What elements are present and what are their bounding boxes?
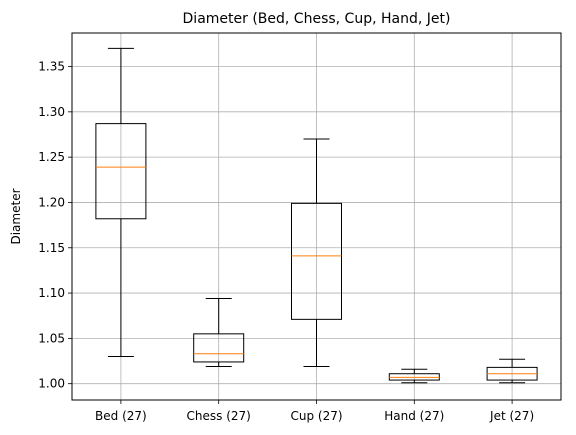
x-tick-label: Bed (27) bbox=[95, 409, 147, 423]
y-tick-label: 1.15 bbox=[38, 241, 65, 255]
x-axis: Bed (27) Chess (27) Cup (27) Hand (27) Jet (… bbox=[95, 400, 534, 423]
x-tick-label: Chess (27) bbox=[187, 409, 251, 423]
y-tick-label: 1.25 bbox=[38, 150, 65, 164]
boxes bbox=[95, 47, 538, 384]
y-tick-label: 1.35 bbox=[38, 60, 65, 74]
chart-title: Diameter (Bed, Chess, Cup, Hand, Jet) bbox=[183, 11, 451, 27]
box-3 bbox=[388, 368, 440, 384]
y-tick-label: 1.20 bbox=[38, 195, 65, 209]
y-axis: 1.00 1.05 1.10 1.15 1.20 1.25 1.30 1.35 bbox=[38, 60, 72, 391]
box-4 bbox=[486, 358, 538, 384]
box-iqr bbox=[95, 123, 147, 220]
box-0 bbox=[95, 47, 147, 358]
box-2 bbox=[291, 138, 342, 367]
x-tick-label: Jet (27) bbox=[489, 409, 534, 423]
box-iqr bbox=[291, 202, 342, 320]
y-tick-label: 1.30 bbox=[38, 105, 65, 119]
y-tick-label: 1.00 bbox=[38, 377, 65, 391]
y-tick-label: 1.05 bbox=[38, 331, 65, 345]
x-tick-label: Cup (27) bbox=[290, 409, 342, 423]
box-iqr bbox=[193, 333, 245, 363]
box-1 bbox=[193, 298, 245, 367]
y-tick-label: 1.10 bbox=[38, 286, 65, 300]
x-tick-label: Hand (27) bbox=[384, 409, 444, 423]
y-axis-label: Diameter bbox=[9, 188, 23, 244]
